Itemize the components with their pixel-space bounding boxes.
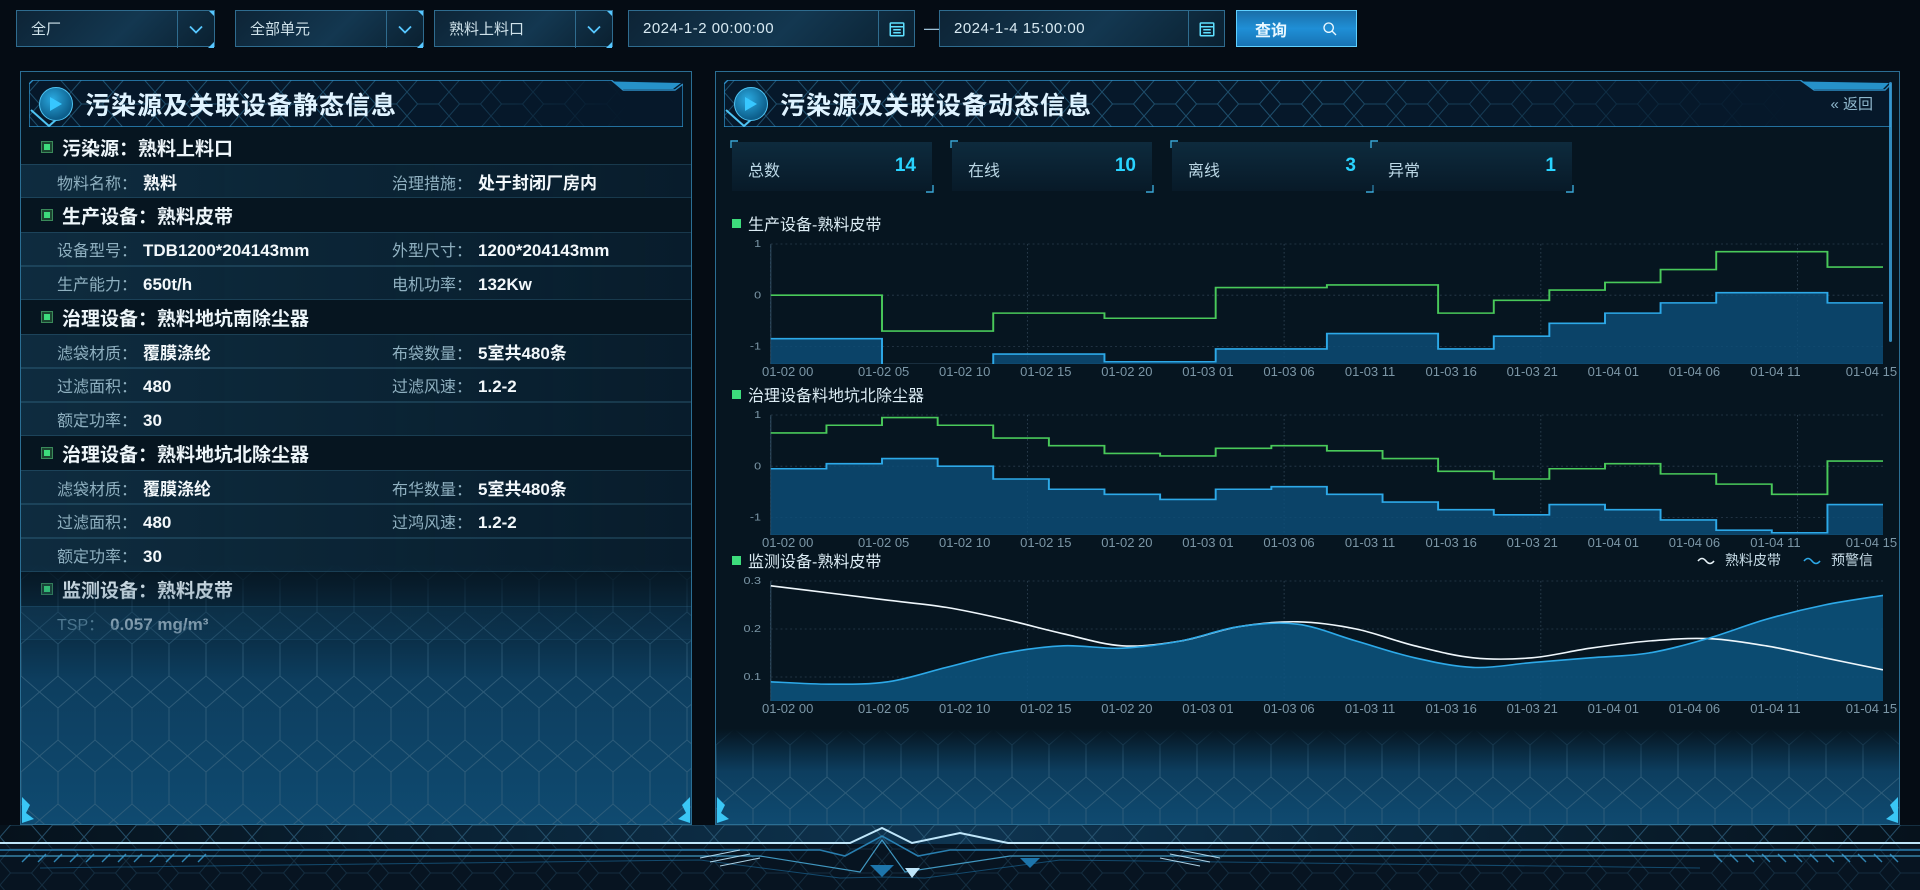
svg-text:0: 0 <box>754 461 761 472</box>
svg-text:0.2: 0.2 <box>744 624 762 635</box>
svg-text:-1: -1 <box>750 342 761 353</box>
svg-text:0: 0 <box>754 290 761 301</box>
svg-text:1: 1 <box>754 410 761 421</box>
svg-text:0.1: 0.1 <box>744 672 762 683</box>
svg-text:1: 1 <box>754 239 761 250</box>
svg-text:0.3: 0.3 <box>744 576 762 587</box>
svg-text:-1: -1 <box>750 513 761 524</box>
